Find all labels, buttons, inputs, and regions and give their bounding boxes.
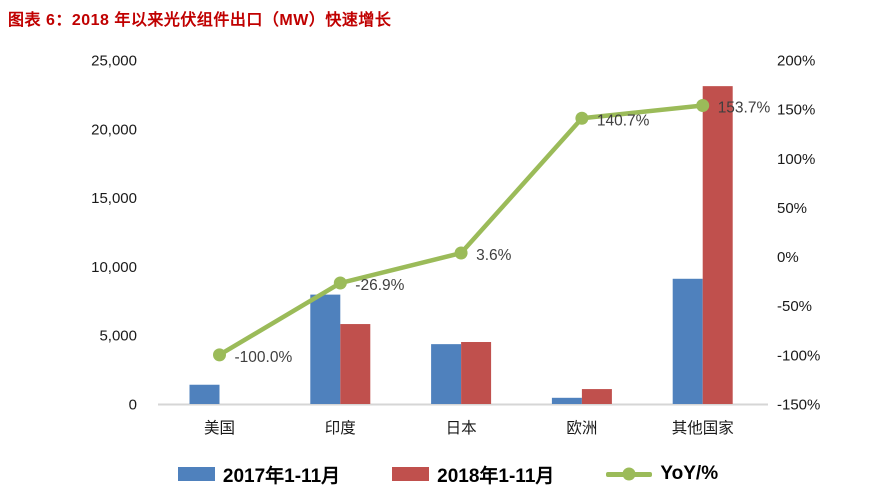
legend-line-marker-yoy xyxy=(606,467,653,481)
bar-2018年1-11月-欧洲 xyxy=(581,389,612,404)
yoy-line xyxy=(217,103,705,358)
chart-legend: 2017年1-11月 2018年1-11月 YoY/% xyxy=(0,457,896,491)
legend-label-2018: 2018年1-11月 xyxy=(437,465,555,487)
yoy-data-label-其他国家: 153.7% xyxy=(718,100,771,117)
bar-2017年1-11月-日本 xyxy=(431,344,462,404)
legend-item-2017: 2017年1-11月 xyxy=(177,461,341,488)
yoy-marker-欧洲 xyxy=(575,111,589,125)
right-axis-tick-label: 50% xyxy=(777,200,807,217)
category-label-印度: 印度 xyxy=(325,419,356,437)
yoy-marker-日本 xyxy=(454,246,468,260)
legend-item-yoy: YoY/% xyxy=(606,463,718,485)
right-axis-tick-label: -100% xyxy=(777,347,820,364)
yoy-data-label-欧洲: 140.7% xyxy=(597,112,650,129)
yoy-marker-印度 xyxy=(333,276,347,290)
legend-label-yoy: YoY/% xyxy=(660,463,719,484)
legend-marker-dot xyxy=(622,467,636,481)
category-label-美国: 美国 xyxy=(204,419,235,437)
right-axis-tick-label: 0% xyxy=(777,249,799,266)
right-axis-tick-label: -150% xyxy=(777,397,820,414)
yoy-data-label-印度: -26.9% xyxy=(355,277,404,294)
right-axis-tick-label: 100% xyxy=(777,151,815,168)
legend-swatch-2017 xyxy=(177,467,215,481)
left-axis-tick-label: 0 xyxy=(129,397,137,414)
bar-2017年1-11月-印度 xyxy=(310,294,341,404)
left-axis-tick-label: 5,000 xyxy=(99,328,137,345)
yoy-marker-美国 xyxy=(213,348,226,362)
category-label-其他国家: 其他国家 xyxy=(672,419,734,437)
bar-2018年1-11月-日本 xyxy=(461,342,492,404)
category-label-欧洲: 欧洲 xyxy=(566,419,597,437)
bar-2017年1-11月-欧洲 xyxy=(551,397,582,404)
right-axis-tick-label: -50% xyxy=(777,298,812,315)
left-axis-tick-label: 10,000 xyxy=(91,259,137,276)
legend-item-2018: 2018年1-11月 xyxy=(392,461,554,488)
yoy-marker-其他国家 xyxy=(696,99,710,113)
bar-2018年1-11月-其他国家 xyxy=(702,86,733,405)
bar-2017年1-11月-美国 xyxy=(189,384,220,404)
right-axis-tick-label: 150% xyxy=(777,102,815,119)
left-axis-tick-label: 20,000 xyxy=(91,121,137,138)
left-axis-tick-label: 15,000 xyxy=(91,190,137,207)
legend-label-2017: 2017年1-11月 xyxy=(222,465,341,487)
category-label-日本: 日本 xyxy=(446,419,477,437)
bar-2018年1-11月-印度 xyxy=(340,324,371,404)
legend-swatch-2018 xyxy=(392,467,430,481)
figure-title: 图表 6：2018 年以来光伏组件出口（MW）快速增长 xyxy=(8,12,392,29)
yoy-data-label-美国: -100.0% xyxy=(235,349,293,366)
left-axis-tick-label: 25,000 xyxy=(91,53,137,70)
yoy-data-label-日本: 3.6% xyxy=(476,247,512,264)
right-axis-tick-label: 200% xyxy=(777,53,815,70)
bar-2017年1-11月-其他国家 xyxy=(672,278,703,404)
